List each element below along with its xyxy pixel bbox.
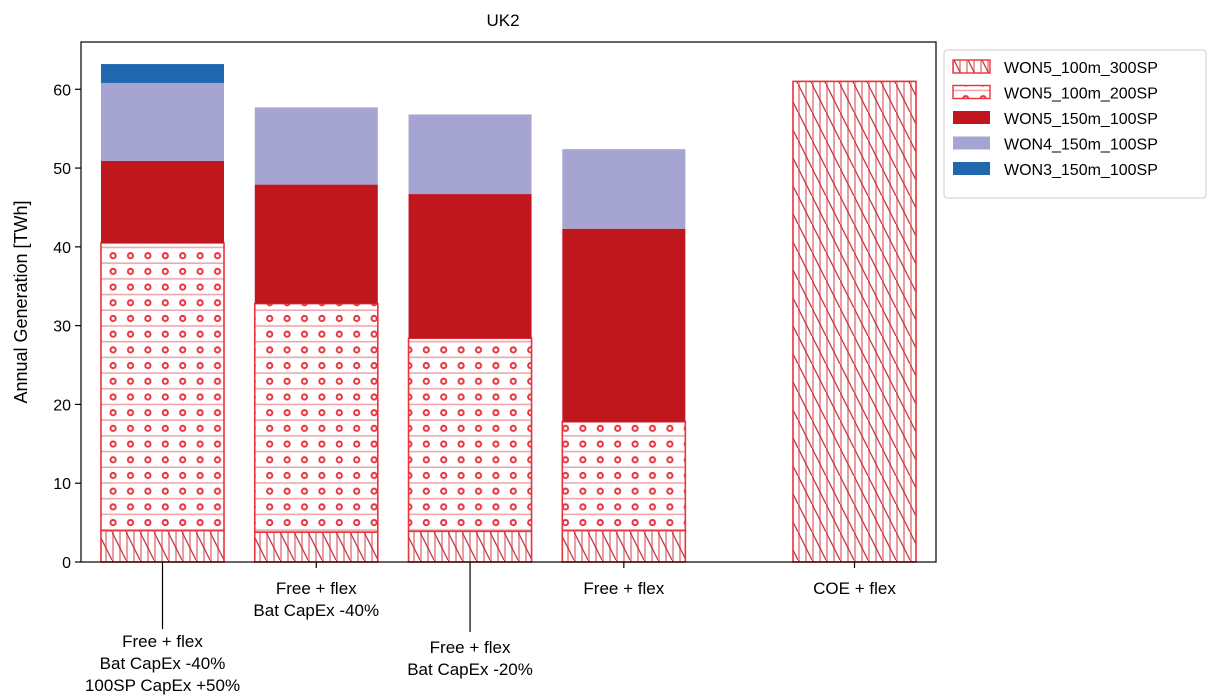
legend-label: WON5_100m_300SP [1004, 60, 1158, 77]
bar-won5-100m-300sp-4 [561, 529, 687, 563]
bar-won5-100m-200sp-2 [253, 302, 379, 533]
y-axis-label: Annual Generation [TWh] [11, 200, 31, 403]
bar-won5-100m-300sp-2 [253, 531, 379, 563]
plot-frame [80, 41, 937, 563]
legend-label: WON4_150m_100SP [1004, 137, 1158, 154]
bar-won5-150m-100sp-4 [562, 228, 686, 422]
bar-won5-100m-300sp-5 [792, 80, 917, 563]
y-tick-label: 20 [53, 397, 71, 414]
bar-won3-150m-100sp-1 [100, 64, 225, 83]
legend-label: WON5_150m_100SP [1004, 111, 1158, 128]
bar-won4-150m-100sp-2 [254, 107, 378, 185]
x-axis: Free + flex Bat CapEx -40% 100SP CapEx +50… [85, 562, 896, 695]
bar-won5-100m-200sp-1 [100, 242, 225, 532]
legend-swatch-won5-150m-100sp [953, 111, 990, 124]
legend-label: WON5_100m_200SP [1004, 86, 1158, 103]
legend-swatch-won5-100m-200sp [952, 84, 991, 100]
bar-won5-150m-100sp-2 [254, 184, 378, 304]
y-axis: 0 10 20 30 40 50 60 [53, 82, 81, 572]
chart-title: UK2 [486, 11, 519, 30]
legend: WON5_100m_300SP WON5_100m_200SP WON5_150m_… [943, 49, 1207, 199]
bar-won5-100m-200sp-3 [407, 337, 533, 533]
bars-layer [100, 64, 917, 563]
x-tick-label: Bat CapEx -40% [100, 654, 226, 673]
bar-won5-100m-200sp-4 [561, 420, 687, 532]
bar-won5-150m-100sp-1 [100, 160, 225, 243]
legend-label: WON3_150m_100SP [1004, 162, 1158, 179]
bar-won4-150m-100sp-3 [408, 114, 532, 195]
bar-won5-150m-100sp-3 [408, 194, 532, 339]
y-tick-label: 0 [62, 555, 71, 572]
y-tick-label: 50 [53, 161, 71, 178]
x-tick-label: Free + flex [122, 632, 203, 651]
x-tick-label: Free + flex [276, 579, 357, 598]
legend-swatch-won4-150m-100sp [953, 136, 990, 150]
x-tick-label: Bat CapEx -20% [407, 660, 533, 679]
y-tick-label: 60 [53, 82, 71, 99]
legend-swatch-won5-100m-300sp [952, 59, 991, 74]
legend-swatch-won3-150m-100sp [953, 162, 990, 175]
x-tick-label: Free + flex [583, 579, 664, 598]
bar-won4-150m-100sp-4 [562, 149, 686, 229]
y-tick-label: 30 [53, 319, 71, 336]
bar-won5-100m-300sp-1 [100, 529, 225, 563]
legend-frame [943, 49, 1207, 199]
bar-won5-100m-300sp-3 [407, 530, 533, 563]
bar-won4-150m-100sp-1 [100, 82, 225, 161]
x-tick-label: 100SP CapEx +50% [85, 676, 240, 695]
y-tick-label: 40 [53, 240, 71, 257]
y-tick-label: 10 [53, 476, 71, 493]
x-tick-label: Free + flex [430, 638, 511, 657]
x-tick-label: COE + flex [813, 579, 896, 598]
x-tick-label: Bat CapEx -40% [253, 601, 379, 620]
